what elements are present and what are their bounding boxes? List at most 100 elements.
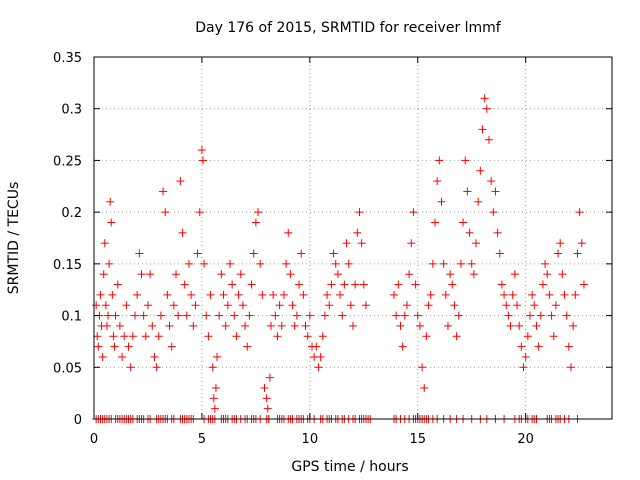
y-axis-label: SRMTID / TECUs — [6, 182, 22, 295]
data-point — [465, 228, 474, 237]
data-point — [211, 383, 220, 392]
data-point — [420, 383, 429, 392]
data-point — [493, 228, 502, 237]
data-point — [390, 290, 399, 299]
data-point — [124, 342, 133, 351]
data-point — [99, 270, 108, 279]
data-point — [200, 259, 209, 268]
data-point — [236, 270, 245, 279]
data-point — [325, 301, 334, 310]
data-point — [143, 301, 152, 310]
data-point — [415, 321, 424, 330]
data-point — [193, 249, 202, 258]
data-point — [167, 342, 176, 351]
data-point — [349, 321, 357, 330]
data-point — [575, 208, 584, 217]
data-point — [275, 301, 284, 310]
data-point — [476, 166, 485, 175]
data-point — [135, 249, 144, 258]
x-tick-labels: 0 5 10 15 20 — [90, 432, 534, 447]
data-point — [534, 342, 543, 351]
data-point — [435, 156, 444, 165]
data-point — [232, 332, 241, 341]
data-point — [467, 259, 476, 268]
data-point — [450, 301, 459, 310]
data-point — [288, 301, 297, 310]
data-point — [113, 280, 122, 289]
data-point — [513, 301, 522, 310]
data-point — [402, 301, 411, 310]
data-point — [159, 187, 168, 196]
data-point — [569, 321, 578, 330]
data-point — [472, 239, 481, 248]
data-point — [197, 146, 206, 155]
data-point — [292, 311, 301, 320]
data-point — [260, 383, 269, 392]
data-point — [551, 301, 560, 310]
data-point — [571, 290, 580, 299]
data-point — [342, 239, 351, 248]
data-point — [154, 332, 163, 341]
data-point — [265, 373, 274, 382]
data-point — [92, 301, 101, 310]
data-point — [295, 280, 304, 289]
data-point — [474, 197, 483, 206]
data-point — [150, 352, 159, 361]
data-point — [299, 290, 308, 299]
axis-ticks — [93, 56, 612, 420]
data-point — [573, 249, 582, 258]
data-point — [459, 218, 468, 227]
y-tick-label: 0.25 — [53, 154, 82, 169]
data-point — [110, 342, 119, 351]
data-point — [515, 321, 524, 330]
data-point — [254, 208, 263, 217]
y-tick-label: 0.05 — [53, 361, 82, 376]
data-point — [312, 342, 321, 351]
data-point — [461, 156, 470, 165]
data-point — [536, 311, 545, 320]
data-point — [394, 280, 403, 289]
data-point — [126, 363, 135, 372]
data-point — [456, 259, 465, 268]
data-point — [156, 311, 165, 320]
data-point — [528, 290, 537, 299]
data-point — [556, 239, 565, 248]
data-point — [118, 352, 127, 361]
data-point — [547, 311, 556, 320]
data-point — [463, 187, 472, 196]
x-tick-label: 15 — [409, 432, 426, 447]
data-point — [273, 332, 282, 341]
data-point — [413, 311, 422, 320]
data-point — [152, 363, 161, 372]
data-point — [428, 259, 437, 268]
data-point — [209, 394, 218, 403]
data-point — [331, 259, 340, 268]
data-point — [94, 342, 103, 351]
data-point — [108, 290, 117, 299]
data-point — [484, 135, 493, 144]
data-point — [500, 290, 509, 299]
grid — [94, 57, 612, 419]
data-point — [221, 321, 230, 330]
plot-frame — [93, 56, 613, 420]
chart-title: Day 176 of 2015, SRMTID for receiver lmm… — [195, 20, 502, 36]
data-point — [286, 270, 295, 279]
data-point — [148, 321, 157, 330]
data-point — [174, 311, 183, 320]
y-tick-label: 0.1 — [61, 310, 82, 325]
data-point — [234, 290, 243, 299]
data-point — [241, 321, 250, 330]
data-point — [523, 332, 532, 341]
data-point — [448, 280, 457, 289]
data-point — [424, 301, 433, 310]
data-point — [452, 332, 461, 341]
data-point — [178, 228, 187, 237]
data-point — [217, 270, 226, 279]
data-point — [290, 321, 299, 330]
data-point — [191, 301, 200, 310]
data-point — [139, 311, 148, 320]
data-point — [189, 321, 198, 330]
data-point — [133, 290, 142, 299]
data-point — [122, 301, 131, 310]
data-point — [146, 270, 155, 279]
